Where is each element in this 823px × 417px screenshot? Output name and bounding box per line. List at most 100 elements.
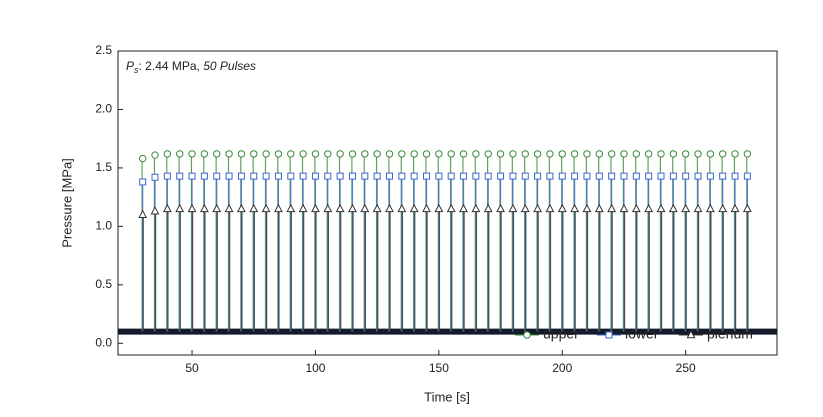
- marker: [743, 172, 751, 180]
- marker: [250, 172, 258, 180]
- marker: [410, 172, 418, 180]
- marker: [719, 150, 727, 158]
- marker: [385, 150, 394, 158]
- marker: [619, 203, 629, 213]
- legend-label: lower: [625, 326, 659, 342]
- marker: [521, 150, 529, 158]
- marker: [546, 172, 554, 180]
- marker: [150, 206, 160, 215]
- marker: [262, 172, 270, 180]
- marker: [669, 150, 678, 158]
- marker: [200, 150, 209, 158]
- marker: [509, 172, 517, 180]
- marker: [176, 150, 184, 158]
- marker: [410, 150, 418, 158]
- marker: [372, 203, 382, 213]
- marker: [571, 172, 579, 180]
- marker: [250, 150, 258, 158]
- marker: [657, 172, 665, 180]
- marker: [508, 203, 518, 213]
- marker: [608, 172, 616, 180]
- marker: [237, 150, 246, 158]
- marker: [409, 203, 419, 213]
- marker: [361, 172, 369, 180]
- marker: [213, 150, 221, 158]
- marker: [558, 172, 566, 180]
- marker: [335, 203, 345, 213]
- marker: [446, 203, 456, 213]
- marker: [557, 203, 567, 213]
- marker: [249, 203, 259, 213]
- marker: [558, 150, 566, 158]
- marker: [583, 150, 591, 158]
- marker: [199, 203, 209, 213]
- marker: [471, 203, 481, 213]
- marker: [163, 172, 171, 180]
- marker: [620, 150, 628, 158]
- y-tick-label: 1.5: [95, 160, 112, 174]
- marker: [274, 150, 283, 158]
- annotation-subscript: s: [134, 65, 139, 75]
- marker: [631, 203, 641, 213]
- x-tick-label: 150: [429, 361, 449, 375]
- marker: [570, 203, 580, 213]
- y-tick-label: 0.5: [95, 277, 112, 291]
- marker: [323, 203, 333, 213]
- marker: [200, 172, 208, 180]
- marker: [509, 150, 517, 158]
- marker: [607, 150, 616, 158]
- y-tick-label: 2.0: [95, 102, 112, 116]
- marker: [730, 203, 740, 213]
- marker: [163, 150, 172, 158]
- marker: [188, 172, 196, 180]
- y-tick-label: 1.0: [95, 219, 112, 233]
- marker: [175, 203, 185, 213]
- marker: [694, 172, 702, 180]
- marker: [656, 203, 666, 213]
- marker: [435, 172, 443, 180]
- marker: [423, 172, 431, 180]
- marker: [236, 203, 246, 213]
- marker: [496, 150, 505, 158]
- marker: [632, 172, 640, 180]
- marker: [669, 172, 677, 180]
- marker: [742, 203, 752, 213]
- annotation-symbol: P: [126, 59, 134, 73]
- legend-marker: [605, 331, 613, 339]
- marker: [533, 203, 543, 213]
- marker: [348, 203, 357, 213]
- marker: [434, 203, 444, 213]
- marker: [582, 203, 592, 213]
- marker: [594, 203, 604, 213]
- marker: [607, 203, 617, 213]
- x-tick-label: 100: [305, 361, 325, 375]
- marker: [151, 151, 159, 159]
- marker: [385, 172, 393, 180]
- marker: [484, 150, 492, 158]
- marker: [324, 150, 332, 158]
- marker: [397, 203, 407, 213]
- x-tick-label: 50: [185, 361, 199, 375]
- x-axis-title: Time [s]: [424, 389, 470, 404]
- marker: [583, 172, 591, 180]
- marker: [447, 172, 455, 180]
- annotation-emphasis: 50 Pulses: [203, 59, 256, 73]
- marker: [225, 150, 233, 158]
- x-tick-label: 250: [676, 361, 696, 375]
- marker: [261, 203, 271, 213]
- marker: [138, 209, 148, 218]
- marker: [139, 178, 147, 186]
- marker: [361, 150, 369, 158]
- marker: [706, 150, 715, 158]
- marker: [731, 150, 739, 158]
- marker: [311, 203, 320, 213]
- y-tick-label: 2.5: [95, 43, 112, 57]
- marker: [422, 150, 431, 158]
- marker: [520, 203, 530, 213]
- x-tick-label: 200: [552, 361, 572, 375]
- marker: [225, 172, 233, 180]
- marker: [447, 150, 455, 158]
- marker: [460, 172, 468, 180]
- plot-frame: [117, 50, 778, 356]
